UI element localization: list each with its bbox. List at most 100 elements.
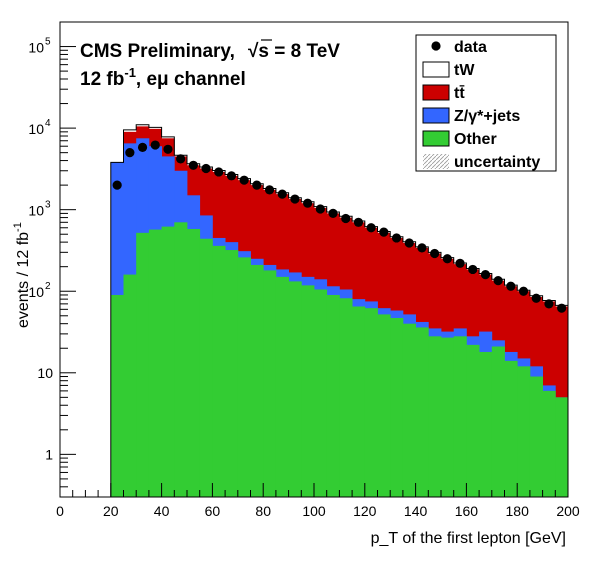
data-point-20 bbox=[366, 223, 376, 233]
data-point-9 bbox=[226, 171, 237, 181]
bar-other-33 bbox=[517, 366, 531, 497]
lumi-sup: -1 bbox=[124, 65, 136, 80]
data-point-33 bbox=[531, 293, 541, 303]
data-point-16 bbox=[315, 204, 325, 214]
bar-other-8 bbox=[199, 238, 213, 497]
data-point-29 bbox=[480, 269, 491, 280]
y-tick-label-4: 10 bbox=[28, 121, 44, 137]
bar-other-2 bbox=[123, 274, 137, 497]
legend-entry-data: data bbox=[431, 39, 487, 56]
bar-other-26 bbox=[428, 336, 442, 497]
data-point-4 bbox=[163, 144, 173, 154]
x-tick-label-2: 40 bbox=[154, 503, 170, 519]
legend: data tW tt̄ Z/γ*+jets Other uncertainty bbox=[415, 34, 557, 172]
data-point-14 bbox=[290, 194, 300, 204]
data-point-22 bbox=[391, 233, 402, 243]
bar-other-13 bbox=[263, 270, 277, 497]
data-point-7 bbox=[201, 163, 211, 174]
bar-other-24 bbox=[402, 323, 416, 497]
legend-label-tW: tW bbox=[454, 62, 475, 79]
legend-entry-tW: tW bbox=[422, 61, 475, 79]
x-axis-title: p_T of the first lepton [GeV] bbox=[371, 530, 566, 547]
data-point-3 bbox=[150, 140, 160, 150]
y-tick-label-exp-5: 5 bbox=[45, 37, 51, 48]
data-point-24 bbox=[417, 243, 427, 253]
y-tick-label-3: 10 bbox=[28, 203, 44, 219]
bar-other-27 bbox=[441, 337, 455, 497]
data-point-32 bbox=[518, 286, 529, 296]
legend-swatch-zjets bbox=[422, 107, 450, 124]
y-tick-label-1: 10 bbox=[37, 365, 53, 381]
bar-other-29 bbox=[466, 344, 480, 497]
bar-other-30 bbox=[479, 351, 493, 497]
data-point-10 bbox=[239, 175, 249, 185]
bar-other-20 bbox=[352, 306, 366, 497]
legend-entry-unc: uncertainty bbox=[423, 154, 540, 171]
data-point-27 bbox=[455, 258, 465, 268]
bar-other-16 bbox=[301, 285, 315, 497]
y-tick-label-0: 1 bbox=[45, 446, 53, 462]
data-point-21 bbox=[379, 227, 389, 237]
legend-label-ttbar: tt̄ bbox=[454, 84, 465, 102]
data-point-0 bbox=[112, 180, 122, 190]
lumi-main: 12 fb bbox=[80, 69, 124, 90]
bar-other-1 bbox=[110, 294, 124, 497]
cms-label: CMS Preliminary, √s = 8 TeV 12 fb-1, eμ … bbox=[80, 39, 340, 90]
bar-other-18 bbox=[326, 294, 340, 497]
bar-other-3 bbox=[136, 232, 150, 497]
x-tick-label-6: 120 bbox=[353, 503, 377, 519]
bar-other-19 bbox=[339, 298, 353, 497]
data-point-28 bbox=[468, 264, 478, 275]
legend-swatch-other bbox=[422, 130, 450, 147]
y-axis-title-sup: -1 bbox=[12, 222, 24, 232]
y-tick-label-exp-2: 2 bbox=[45, 281, 51, 292]
legend-label-other: Other bbox=[454, 131, 497, 148]
data-point-15 bbox=[303, 198, 313, 208]
legend-swatch-unc bbox=[423, 154, 449, 169]
bar-other-12 bbox=[250, 264, 264, 497]
bar-other-6 bbox=[174, 222, 188, 497]
legend-box bbox=[415, 34, 557, 172]
bar-other-36 bbox=[555, 397, 568, 497]
legend-label-data: data bbox=[454, 39, 487, 56]
bar-other-34 bbox=[529, 376, 543, 497]
data-point-6 bbox=[188, 160, 198, 170]
x-tick-label-5: 100 bbox=[302, 503, 326, 519]
data-point-17 bbox=[328, 208, 338, 218]
x-tick-label-4: 80 bbox=[255, 503, 271, 519]
x-tick-label-8: 160 bbox=[455, 503, 479, 519]
cms-energy-label: √s = 8 TeV bbox=[248, 41, 340, 62]
y-tick-label-exp-3: 3 bbox=[45, 200, 51, 211]
stacked-histogram bbox=[110, 124, 568, 497]
cms-label-line2: 12 fb-1, eμ channel bbox=[80, 65, 246, 90]
bar-other-4 bbox=[148, 229, 162, 497]
bar-other-21 bbox=[364, 308, 378, 497]
bar-other-23 bbox=[390, 317, 404, 497]
legend-swatch-ttbar bbox=[422, 84, 450, 101]
data-markers bbox=[112, 140, 567, 313]
legend-entry-other: Other bbox=[422, 130, 497, 148]
y-axis-title: events / 12 fb-1 bbox=[12, 222, 32, 328]
data-point-2 bbox=[137, 142, 148, 153]
legend-entry-zjets: Z/γ*+jets bbox=[422, 107, 520, 125]
cms-label-line1: CMS Preliminary, bbox=[80, 41, 235, 62]
bar-other-17 bbox=[314, 289, 328, 497]
bar-other-32 bbox=[504, 360, 518, 497]
data-point-35 bbox=[557, 303, 567, 313]
bar-other-22 bbox=[377, 314, 391, 497]
data-point-13 bbox=[277, 189, 287, 199]
bar-other-5 bbox=[161, 226, 175, 497]
y-tick-label-5: 10 bbox=[28, 40, 44, 56]
x-tick-label-10: 200 bbox=[556, 503, 580, 519]
y-tick-label-2: 10 bbox=[28, 284, 44, 300]
data-point-26 bbox=[442, 254, 452, 264]
legend-label-unc: uncertainty bbox=[454, 154, 540, 171]
data-point-5 bbox=[176, 154, 186, 164]
y-axis-title-main: events / 12 fb bbox=[15, 232, 32, 328]
bar-other-10 bbox=[225, 250, 239, 497]
data-point-25 bbox=[430, 248, 440, 259]
bar-other-31 bbox=[491, 346, 505, 497]
data-point-30 bbox=[493, 276, 503, 286]
